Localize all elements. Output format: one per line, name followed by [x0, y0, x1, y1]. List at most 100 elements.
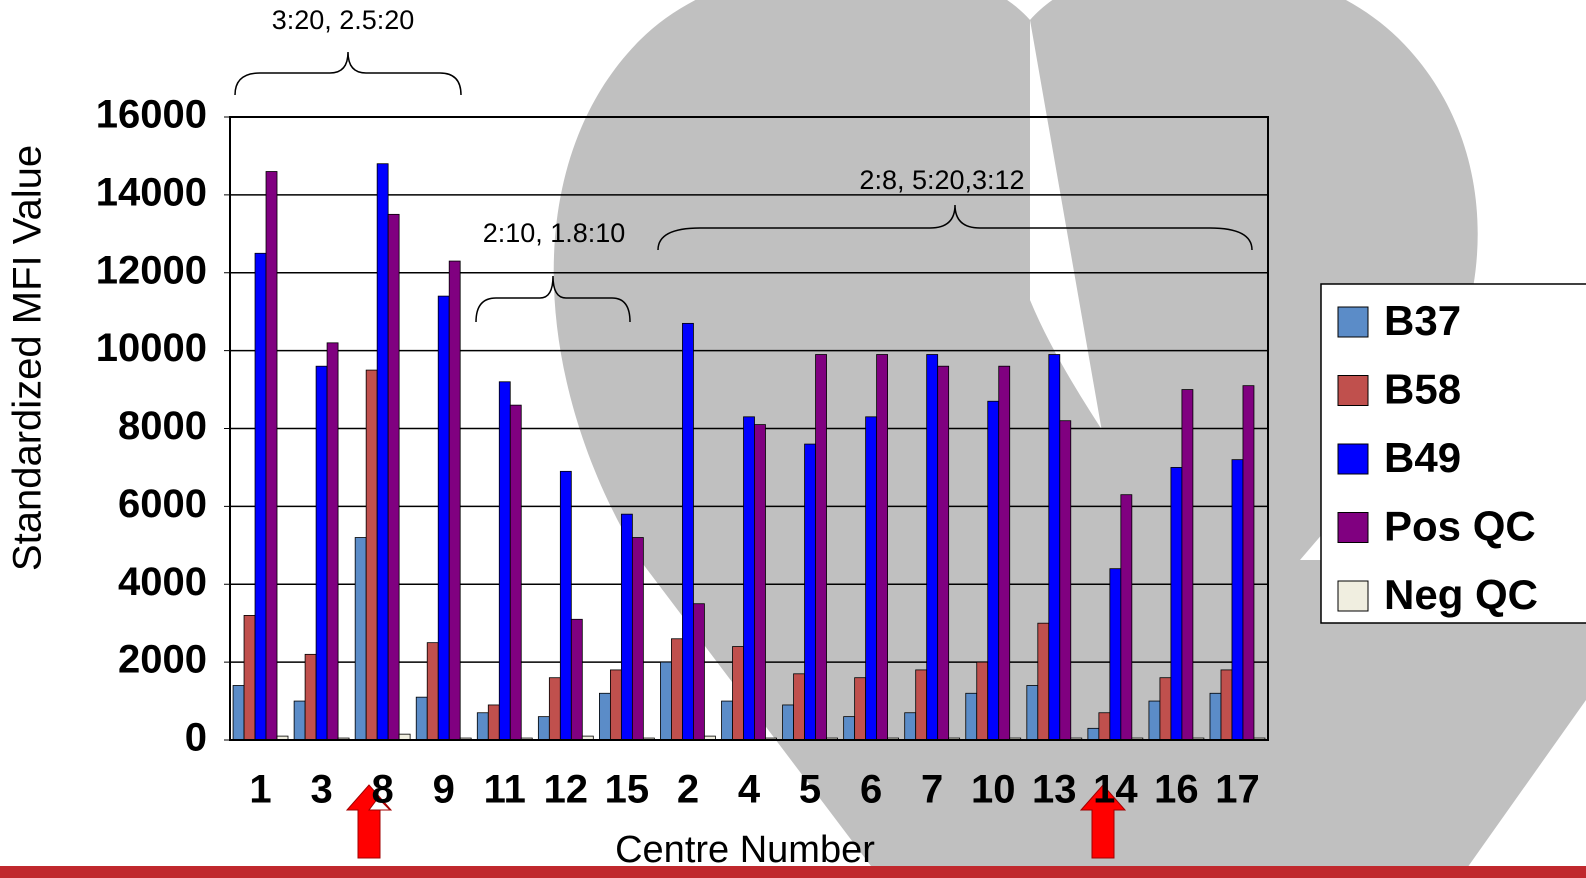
bar: [682, 322, 694, 741]
bar: [998, 365, 1011, 741]
bar: [304, 653, 317, 741]
bar: [1026, 685, 1039, 741]
x-tick-label: 3: [310, 768, 332, 812]
annotation: 3:20, 2.5:20: [272, 5, 415, 35]
bar: [1120, 494, 1133, 741]
bar: [509, 404, 522, 741]
x-tick-label: 10: [971, 768, 1016, 812]
y-tick-label: 6000: [118, 482, 207, 526]
x-tick-label: 1: [249, 768, 271, 812]
arrow: [1079, 784, 1127, 859]
y-tick-label: 2000: [118, 638, 207, 682]
bar: [1109, 568, 1122, 741]
x-tick-label: 13: [1032, 768, 1077, 812]
bar: [243, 615, 256, 741]
bar: [620, 513, 633, 741]
y-tick-label: 16000: [96, 93, 207, 137]
bar: [448, 260, 461, 741]
bar: [415, 696, 428, 741]
legend-swatch: [1337, 512, 1369, 543]
legend-label: B58: [1384, 366, 1461, 413]
x-tick-label: 5: [799, 768, 821, 812]
bar: [793, 673, 805, 741]
bar: [843, 716, 856, 741]
bar: [559, 470, 572, 741]
bar: [437, 295, 450, 741]
brace: [475, 275, 631, 323]
x-tick-label: 4: [738, 768, 761, 812]
y-tick-label: 4000: [118, 560, 207, 604]
bar: [965, 692, 978, 741]
bar: [915, 669, 928, 741]
annotation: 2:8, 5:20,3:12: [859, 165, 1024, 195]
x-axis-label: Centre Number: [615, 829, 875, 871]
bar: [1220, 669, 1233, 741]
bar: [293, 700, 306, 741]
x-tick-label: 11: [484, 768, 526, 812]
bar: [354, 537, 367, 741]
bar: [387, 213, 400, 741]
bar: [1181, 389, 1194, 741]
legend-entries: B37 B58 B49 Pos QC Neg QC: [1337, 297, 1538, 618]
footer-bar: [0, 866, 1586, 878]
x-tick-label: 6: [860, 768, 882, 812]
bar: [732, 646, 744, 741]
bar: [815, 354, 827, 741]
bar: [743, 416, 755, 741]
bar: [926, 354, 939, 741]
bar: [865, 416, 878, 741]
bar: [426, 642, 439, 741]
y-axis-label: Standardized MFI Value: [6, 145, 50, 571]
bar: [937, 365, 950, 741]
bar: [376, 163, 389, 741]
bar: [1170, 467, 1183, 741]
annotation: 2:10, 1.8:10: [483, 218, 626, 248]
x-tick-label: 16: [1154, 768, 1199, 812]
bar: [1087, 727, 1100, 741]
bar: [1037, 622, 1050, 741]
bar: [476, 712, 489, 741]
bar: [904, 712, 917, 741]
bar: [1059, 420, 1072, 741]
bar: [1231, 459, 1244, 741]
arrow: [345, 784, 393, 859]
legend-swatch: [1337, 375, 1369, 406]
bar: [1148, 700, 1161, 741]
legend-label: B37: [1384, 297, 1461, 344]
bar: [232, 685, 245, 741]
y-tick-label: 14000: [96, 170, 207, 214]
x-tick-label: 17: [1215, 768, 1260, 812]
bar: [976, 661, 989, 741]
bar: [631, 537, 644, 741]
bar: [693, 603, 705, 741]
bar: [548, 677, 561, 741]
x-tick-label: 12: [544, 768, 589, 812]
y-tick-label: 12000: [96, 248, 207, 292]
plot-frame: [229, 116, 1269, 741]
bar: [1048, 354, 1061, 741]
x-tick-label: 2: [677, 768, 699, 812]
bar: [987, 400, 1000, 741]
bar: [326, 342, 339, 741]
bar: [854, 677, 867, 741]
bar: [254, 252, 267, 741]
bar: [487, 704, 500, 741]
bar: [1098, 712, 1111, 741]
x-tick-label: 7: [921, 768, 943, 812]
brace: [234, 51, 462, 96]
legend-swatch: [1337, 306, 1369, 338]
bar: [804, 443, 816, 741]
bar: [671, 638, 683, 741]
y-tick-label: 10000: [96, 326, 207, 370]
y-tick-label: 8000: [118, 404, 207, 448]
bar: [721, 700, 733, 741]
legend-swatch: [1337, 580, 1369, 612]
x-tick-label: 9: [433, 768, 455, 812]
x-tick-label: 15: [605, 768, 650, 812]
bar: [754, 424, 766, 741]
bar: [609, 669, 622, 741]
legend-label: Pos QC: [1384, 503, 1536, 550]
bar: [1242, 385, 1255, 741]
bar: [498, 381, 511, 741]
